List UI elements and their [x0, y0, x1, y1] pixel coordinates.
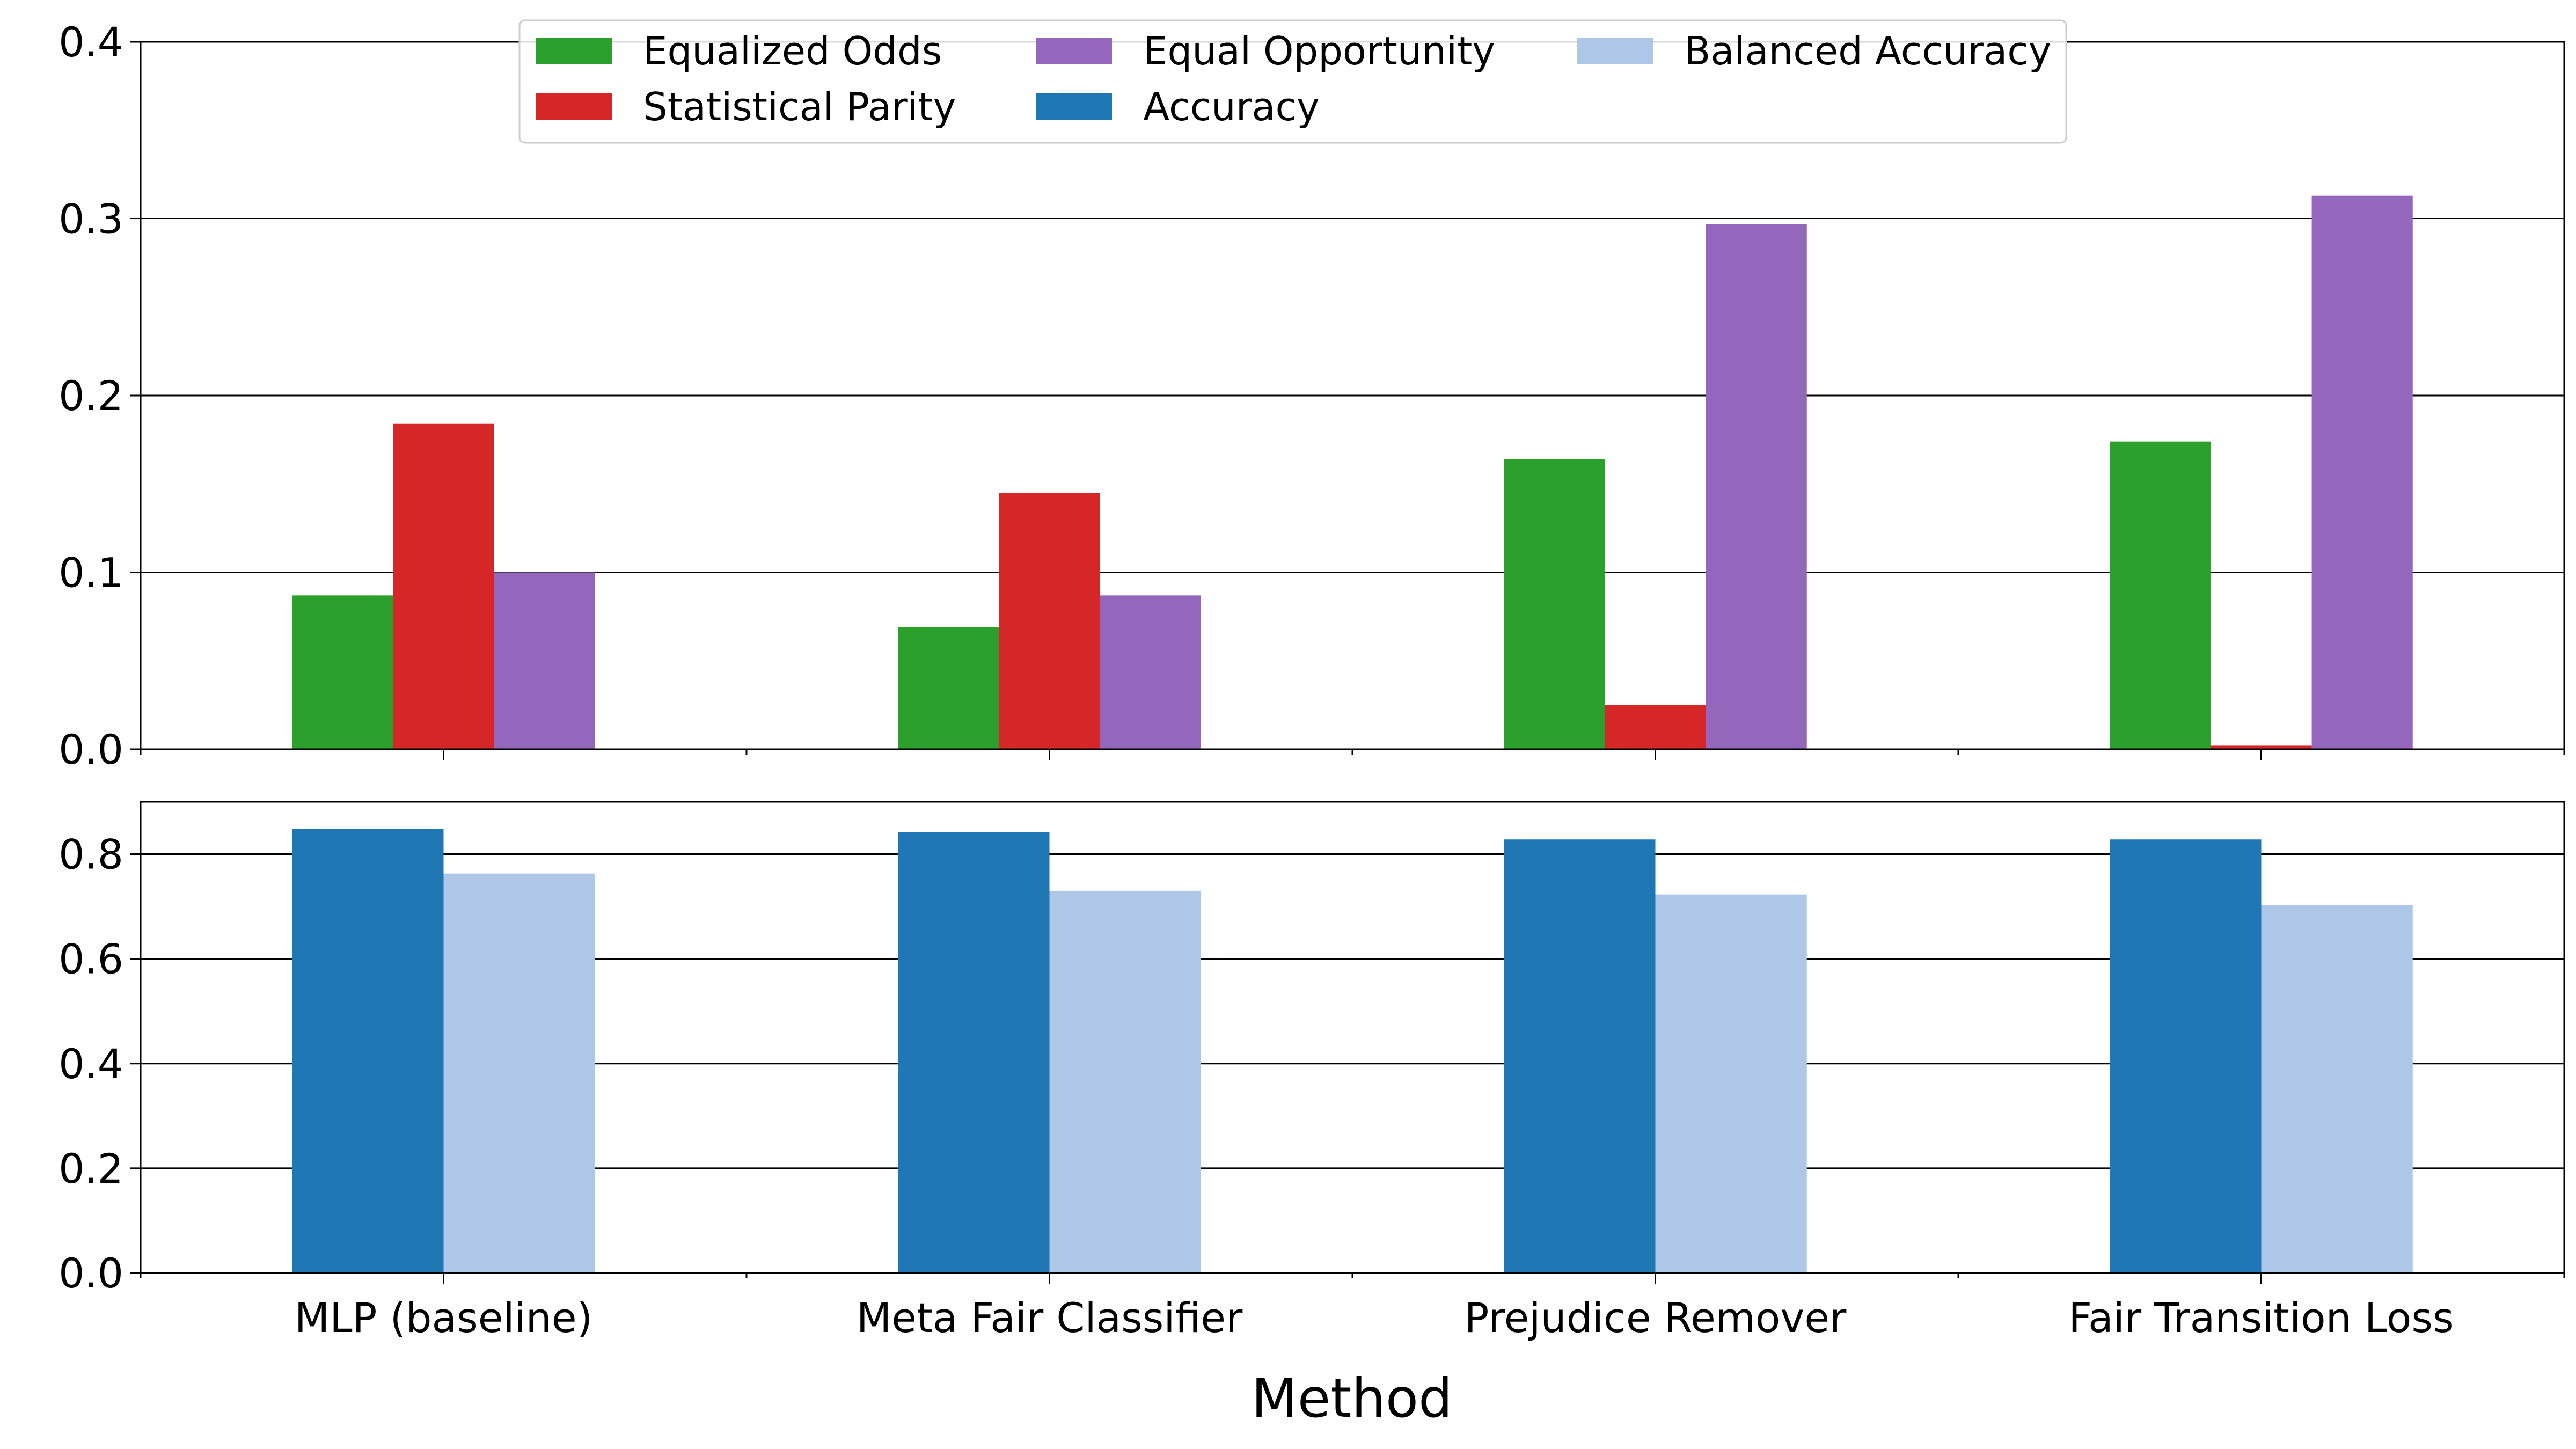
bar-equal-opportunity-meta-fair-classifier [1100, 595, 1201, 749]
bar-statistical-parity-fair-transition-loss [2211, 745, 2312, 749]
bar-statistical-parity-meta-fair-classifier [999, 493, 1100, 749]
x-tick-label-fair-transition-loss: Fair Transition Loss [2068, 1294, 2454, 1342]
bar-equal-opportunity-mlp-baseline [494, 572, 595, 749]
legend-label-statistical-parity: Statistical Parity [643, 84, 956, 129]
accuracy-metrics-panel: 0.0 0.2 0.4 0.6 0.8 MLP (baseline) Meta Fair C… [58, 801, 2565, 1342]
bar-equalized-odds-fair-transition-loss [2110, 441, 2211, 749]
bar-equalized-odds-meta-fair-classifier [898, 627, 999, 749]
y-tick-label: 0.3 [58, 195, 123, 243]
bar-balanced-accuracy-prejudice-remover [1655, 894, 1807, 1273]
x-tick-label-prejudice-remover: Prejudice Remover [1465, 1294, 1847, 1342]
legend-label-equalized-odds: Equalized Odds [643, 28, 942, 74]
y-tick-label: 0.0 [58, 1249, 123, 1297]
legend-box [518, 19, 2067, 144]
x-axis-title: Method [1251, 1367, 1452, 1430]
bar-balanced-accuracy-fair-transition-loss [2261, 905, 2413, 1273]
y-tick-label: 0.4 [58, 18, 123, 66]
y-tick-label: 0.6 [58, 935, 123, 983]
bar-accuracy-mlp-baseline [292, 829, 444, 1273]
y-tick-label: 0.4 [58, 1040, 123, 1088]
bar-statistical-parity-prejudice-remover [1605, 705, 1706, 749]
legend-label-balanced-accuracy: Balanced Accuracy [1684, 28, 2051, 74]
legend-swatch-statistical-parity [536, 93, 612, 120]
legend-swatch-balanced-accuracy [1577, 38, 1653, 64]
bar-equalized-odds-mlp-baseline [292, 595, 393, 749]
x-tick-label-meta-fair-classifier: Meta Fair Classifier [857, 1294, 1243, 1342]
legend-swatch-equal-opportunity [1036, 38, 1112, 64]
bar-equal-opportunity-prejudice-remover [1706, 224, 1807, 749]
y-tick-label: 0.0 [58, 726, 123, 773]
bar-equalized-odds-prejudice-remover [1504, 459, 1605, 749]
y-tick-label: 0.2 [58, 1145, 123, 1192]
x-tick-label-mlp-baseline: MLP (baseline) [295, 1294, 593, 1342]
bar-accuracy-meta-fair-classifier [898, 832, 1050, 1273]
bar-accuracy-prejudice-remover [1504, 839, 1656, 1273]
bar-balanced-accuracy-mlp-baseline [443, 873, 595, 1273]
legend-swatch-accuracy [1036, 93, 1112, 120]
bar-accuracy-fair-transition-loss [2110, 839, 2262, 1273]
y-tick-label: 0.2 [58, 372, 123, 420]
legend-label-accuracy: Accuracy [1143, 84, 1320, 129]
fairness-metrics-panel: 0.0 0.1 0.2 0.3 0.4 [58, 18, 2565, 773]
plot-frame [140, 801, 2565, 1274]
bar-balanced-accuracy-meta-fair-classifier [1049, 890, 1201, 1273]
legend: Equalized Odds Statistical Parity Equal Op… [518, 19, 2067, 144]
y-tick-label: 0.8 [58, 831, 123, 879]
bar-equal-opportunity-fair-transition-loss [2311, 195, 2413, 749]
legend-swatch-equalized-odds [536, 38, 612, 64]
y-tick-label: 0.1 [58, 549, 123, 597]
legend-label-equal-opportunity: Equal Opportunity [1143, 28, 1495, 74]
bar-statistical-parity-mlp-baseline [393, 423, 494, 749]
